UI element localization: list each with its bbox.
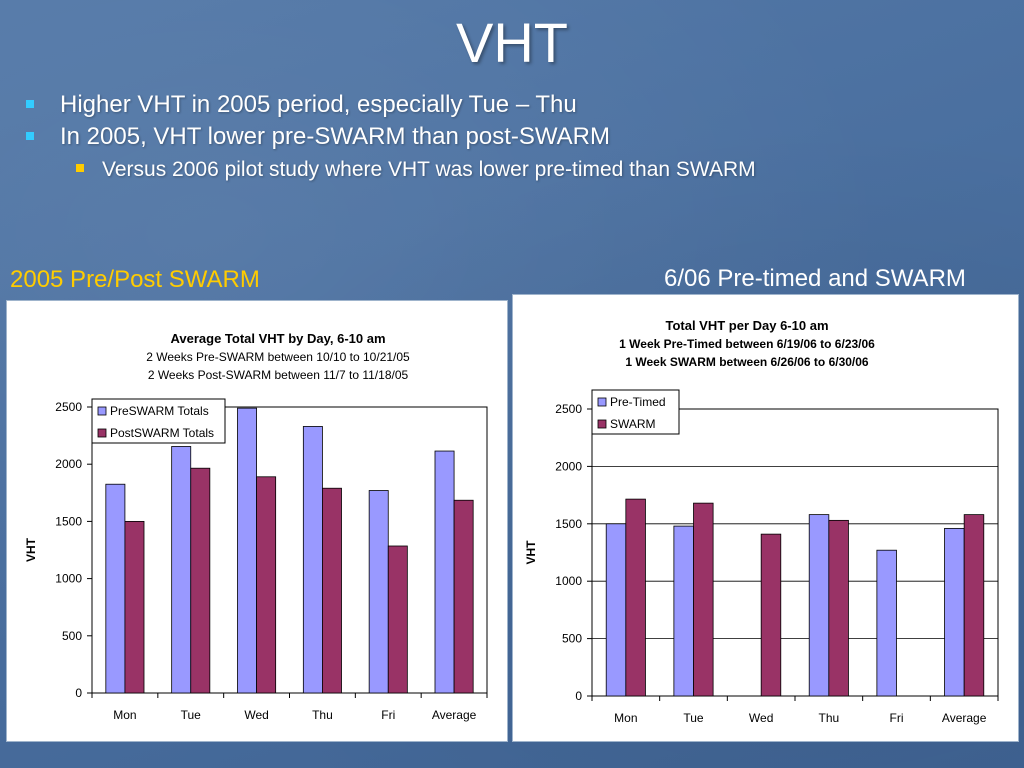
chart-subtitle: 2 Weeks Post-SWARM between 11/7 to 11/18… [148, 368, 409, 382]
right-chart-label: 6/06 Pre-timed and SWARM [664, 265, 966, 292]
bullet-text: Higher VHT in 2005 period, especially Tu… [60, 91, 577, 118]
bullet-item: In 2005, VHT lower pre-SWARM than post-S… [26, 122, 610, 152]
chart-title: Total VHT per Day 6-10 am [665, 318, 828, 333]
bar-postswarm-totals-fri [387, 545, 408, 694]
square-bullet-icon [26, 99, 34, 108]
bar-postswarm-totals-average [453, 499, 474, 694]
sub-bullet-item: Versus 2006 pilot study where VHT was lo… [76, 156, 756, 184]
y-tick-label: 1000 [55, 572, 82, 586]
x-tick-label: Mon [614, 711, 637, 725]
chart-2005-pre-post-swarm: Average Total VHT by Day, 6-10 am 2 Weeks… [24, 331, 488, 722]
x-tick-label: Average [432, 708, 477, 722]
y-tick-label: 1500 [555, 517, 582, 531]
x-tick-label: Average [942, 711, 987, 725]
x-tick-label: Fri [890, 711, 904, 725]
x-tick-label: Wed [749, 711, 773, 725]
bar-swarm-average [963, 514, 985, 697]
bar-pre-timed-fri [876, 549, 897, 697]
chart-2006-pretimed-swarm: Total VHT per Day 6-10 am 1 Week Pre-Time… [524, 318, 999, 725]
y-tick-label: 500 [62, 629, 82, 643]
bar-postswarm-totals-wed [256, 476, 277, 694]
bar-pre-timed-mon [605, 523, 627, 697]
bar-preswarm-totals-tue [171, 446, 192, 694]
legend-box [591, 389, 680, 435]
bar-pre-timed-average [944, 527, 965, 697]
slide-title: VHT [456, 11, 568, 74]
y-axis-label: VHT [24, 537, 38, 562]
bar-preswarm-totals-wed [237, 407, 257, 694]
legend-label: PreSWARM Totals [110, 404, 209, 418]
bar-pre-timed-tue [673, 525, 694, 697]
legend-label: PostSWARM Totals [110, 426, 214, 440]
bullet-text: In 2005, VHT lower pre-SWARM than post-S… [60, 123, 610, 150]
y-tick-label: 2500 [55, 400, 82, 414]
y-tick-label: 2500 [555, 402, 582, 416]
legend-swatch [597, 397, 607, 407]
y-tick-label: 2000 [55, 457, 82, 471]
legend-swatch [97, 428, 107, 438]
y-tick-label: 0 [75, 686, 82, 700]
y-tick-label: 500 [562, 632, 582, 646]
x-tick-label: Tue [683, 711, 704, 725]
bar-swarm-wed [760, 533, 782, 697]
plot-area-border [91, 406, 488, 694]
bar-preswarm-totals-mon [105, 483, 126, 694]
chart-title: Average Total VHT by Day, 6-10 am [170, 331, 385, 346]
legend-label: Pre-Timed [610, 395, 666, 409]
bar-postswarm-totals-tue [190, 467, 211, 694]
x-tick-label: Wed [244, 708, 268, 722]
chart-subtitle: 2 Weeks Pre-SWARM between 10/10 to 10/21… [146, 350, 410, 364]
y-tick-label: 1500 [55, 514, 82, 528]
x-tick-label: Tue [181, 708, 202, 722]
bar-preswarm-totals-fri [368, 490, 389, 694]
sub-bullet-text: Versus 2006 pilot study where VHT was lo… [102, 158, 756, 181]
plot-area-border [591, 408, 999, 697]
bar-swarm-thu [828, 519, 849, 697]
x-tick-label: Fri [381, 708, 395, 722]
y-axis-label: VHT [524, 540, 538, 565]
chart-panel-2005: Average Total VHT by Day, 6-10 am 2 Weeks… [6, 300, 508, 742]
chart-subtitle: 1 Week SWARM between 6/26/06 to 6/30/06 [625, 355, 869, 369]
bar-preswarm-totals-thu [302, 426, 323, 694]
bar-pre-timed-thu [808, 514, 830, 697]
x-tick-label: Thu [312, 708, 333, 722]
x-tick-label: Thu [818, 711, 839, 725]
legend-box [91, 398, 226, 444]
x-tick-label: Mon [113, 708, 136, 722]
legend-label: SWARM [610, 417, 656, 431]
bar-swarm-mon [625, 498, 646, 697]
bar-preswarm-totals-average [434, 450, 455, 694]
legend-swatch [97, 406, 107, 416]
chart-panel-2006: Total VHT per Day 6-10 am 1 Week Pre-Time… [512, 294, 1019, 742]
y-tick-label: 2000 [555, 459, 582, 473]
bar-swarm-tue [693, 502, 714, 697]
y-tick-label: 0 [575, 689, 582, 703]
y-tick-label: 1000 [555, 574, 582, 588]
chart-subtitle: 1 Week Pre-Timed between 6/19/06 to 6/23… [619, 337, 875, 351]
bar-postswarm-totals-thu [322, 487, 342, 694]
bullet-item: Higher VHT in 2005 period, especially Tu… [26, 90, 577, 120]
square-bullet-icon [76, 164, 84, 173]
bar-postswarm-totals-mon [124, 520, 145, 694]
legend-swatch [597, 419, 607, 429]
square-bullet-icon [26, 131, 34, 140]
left-chart-label: 2005 Pre/Post SWARM [10, 266, 260, 293]
